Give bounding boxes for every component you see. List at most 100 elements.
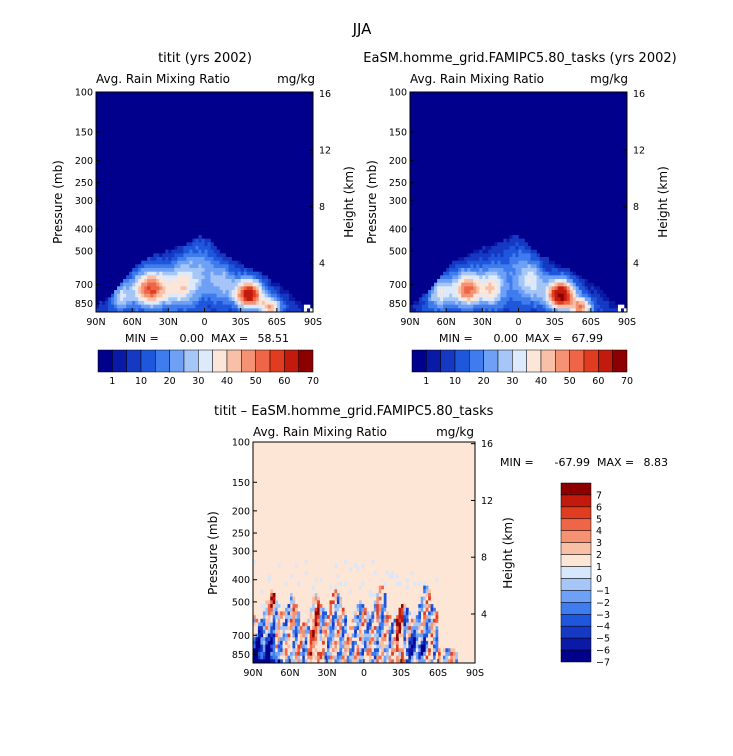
field-cell <box>422 308 426 313</box>
field-cell <box>162 257 166 261</box>
field-cell <box>344 651 348 656</box>
field-cell <box>500 257 504 261</box>
field-cell <box>398 622 402 627</box>
field-cell <box>356 633 360 638</box>
field-cell <box>312 596 315 601</box>
field-cell <box>201 275 205 280</box>
field-cell <box>336 644 340 649</box>
field-cell <box>423 622 426 627</box>
field-cell <box>473 260 477 265</box>
field-cell <box>500 282 504 287</box>
field-cell <box>216 304 220 309</box>
field-cell <box>186 257 190 261</box>
field-cell <box>539 260 543 265</box>
field-cell <box>287 607 291 612</box>
field-cell <box>120 301 124 305</box>
field-cell <box>334 640 338 645</box>
colorbar-swatch <box>284 349 299 373</box>
field-cell <box>473 301 477 305</box>
field-cell <box>159 301 163 305</box>
field-cell <box>195 275 199 280</box>
field-cell <box>467 275 471 280</box>
field-cell <box>485 268 489 272</box>
field-cell <box>366 644 370 649</box>
colorbar-swatch <box>598 349 613 373</box>
field-cell <box>192 242 196 247</box>
field-cell <box>446 282 450 287</box>
field-cell <box>423 600 426 605</box>
field-cell <box>210 308 214 313</box>
field-cell <box>435 618 439 623</box>
field-cell <box>386 607 389 612</box>
field-cell <box>183 301 187 305</box>
y-tick-label: 850 <box>389 299 407 310</box>
field-cell <box>423 633 426 638</box>
field-cell <box>339 651 343 656</box>
field-cell <box>336 629 340 634</box>
field-cell <box>509 297 513 302</box>
field-cell <box>509 253 513 258</box>
field-cell <box>566 279 571 283</box>
field-cell <box>285 290 290 294</box>
field-cell <box>312 637 315 642</box>
field-cell <box>512 301 516 305</box>
field-cell <box>240 290 244 294</box>
field-cell <box>433 607 436 612</box>
colorbar-label: 1 <box>109 376 115 387</box>
field-cell <box>129 282 133 287</box>
field-cell <box>225 290 229 294</box>
field-cell <box>249 308 254 313</box>
field-cell <box>120 282 124 287</box>
units-string: mg/kg <box>277 72 315 86</box>
field-cell <box>262 604 266 609</box>
field-cell <box>117 290 121 294</box>
field-cell <box>183 282 187 287</box>
field-cell <box>285 629 288 634</box>
field-cell <box>361 618 365 623</box>
field-cell <box>401 629 404 634</box>
x-tick-label: 60N <box>437 317 456 328</box>
field-cell <box>464 275 468 280</box>
field-cell <box>312 640 315 645</box>
field-cell <box>195 308 199 313</box>
field-cell <box>198 297 202 302</box>
colorbar-label: 2 <box>596 550 602 561</box>
field-cell <box>378 607 382 612</box>
field-cell <box>261 282 266 287</box>
field-cell <box>282 293 287 298</box>
field-cell <box>386 651 389 656</box>
y2-tick-label: 12 <box>633 146 645 157</box>
min-label: MIN = <box>500 456 534 469</box>
field-cell <box>192 238 196 243</box>
field-cell <box>455 279 459 283</box>
field-cell <box>216 253 220 258</box>
max-label: MAX = <box>597 456 634 469</box>
field-cell <box>243 304 247 309</box>
field-cell <box>437 301 441 305</box>
field-cell <box>405 633 409 638</box>
field-cell <box>575 290 580 294</box>
field-cell <box>449 279 453 283</box>
field-cell <box>443 293 447 298</box>
field-cell <box>132 282 136 287</box>
field-cell <box>554 297 558 302</box>
field-cell <box>479 301 483 305</box>
field-cell <box>415 615 419 620</box>
field-cell <box>162 297 166 302</box>
field-cell <box>497 249 501 254</box>
field-cell <box>533 264 537 269</box>
field-cell <box>177 271 181 276</box>
field-cell <box>430 637 434 642</box>
field-cell <box>521 290 525 294</box>
field-cell <box>135 293 139 298</box>
y2-tick-label: 8 <box>633 202 639 213</box>
field-cell <box>331 622 335 627</box>
field-cell <box>144 308 148 313</box>
field-cell <box>258 275 263 280</box>
field-cell <box>491 257 495 261</box>
field-cell <box>231 279 235 283</box>
field-cell <box>446 293 450 298</box>
field-cell <box>449 297 453 302</box>
colorbar-swatch <box>255 349 271 373</box>
field-cell <box>270 637 274 642</box>
